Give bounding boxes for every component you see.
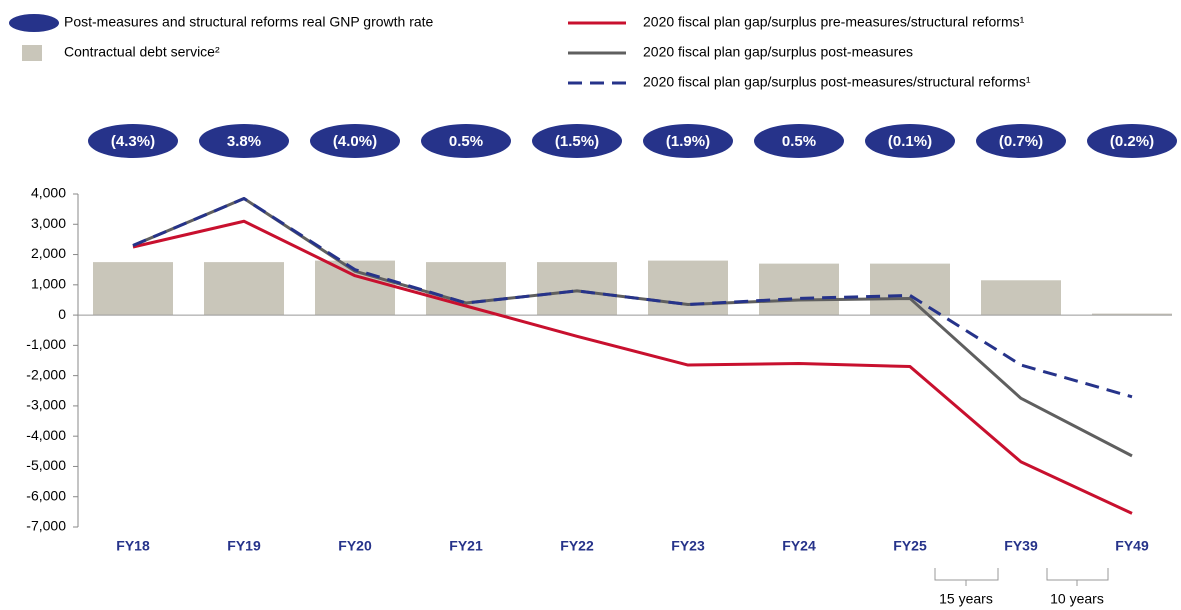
growth-label: 0.5% xyxy=(449,133,483,150)
growth-oval xyxy=(310,124,400,158)
growth-label: (1.9%) xyxy=(666,133,710,150)
growth-oval xyxy=(976,124,1066,158)
x-tick-label: FY25 xyxy=(893,538,927,554)
y-tick-label: -4,000 xyxy=(26,427,66,443)
growth-label: (0.2%) xyxy=(1110,133,1154,150)
bar xyxy=(93,262,173,316)
growth-label: (4.0%) xyxy=(333,133,377,150)
growth-oval xyxy=(754,124,844,158)
bar xyxy=(981,280,1061,316)
y-tick-label: 0 xyxy=(58,306,66,322)
growth-oval xyxy=(199,124,289,158)
growth-label: (0.1%) xyxy=(888,133,932,150)
growth-label: (0.7%) xyxy=(999,133,1043,150)
x-tick-label: FY23 xyxy=(671,538,705,554)
y-tick-label: 2,000 xyxy=(31,245,66,261)
x-tick-label: FY18 xyxy=(116,538,150,554)
x-tick-label: FY19 xyxy=(227,538,261,554)
line-series xyxy=(132,197,1133,399)
y-tick-label: -6,000 xyxy=(26,487,66,503)
annotation: 10 years xyxy=(1050,591,1104,607)
y-tick-label: -7,000 xyxy=(26,518,66,534)
x-tick-label: FY21 xyxy=(449,538,483,554)
growth-oval xyxy=(1087,124,1177,158)
bar xyxy=(204,262,284,316)
x-tick-label: FY22 xyxy=(560,538,594,554)
y-tick-label: 4,000 xyxy=(31,185,66,201)
bar xyxy=(759,263,839,316)
growth-label: 0.5% xyxy=(782,133,816,150)
growth-oval xyxy=(532,124,622,158)
bar xyxy=(648,260,728,316)
bracket xyxy=(1046,568,1109,586)
line-series xyxy=(132,197,1133,458)
bar xyxy=(870,263,950,316)
legend-label: Contractual debt service² xyxy=(64,44,220,60)
y-tick-label: -5,000 xyxy=(26,457,66,473)
legend-swatch xyxy=(22,45,42,61)
growth-label: (1.5%) xyxy=(555,133,599,150)
growth-label: (4.3%) xyxy=(111,133,155,150)
legend-swatch xyxy=(9,14,59,32)
growth-oval xyxy=(643,124,733,158)
line-series xyxy=(132,219,1133,515)
y-tick-label: -3,000 xyxy=(26,397,66,413)
x-tick-label: FY49 xyxy=(1115,538,1149,554)
annotation: 15 years xyxy=(939,591,993,607)
bracket xyxy=(934,568,999,586)
legend-label: Post-measures and structural reforms rea… xyxy=(64,14,434,30)
x-tick-label: FY39 xyxy=(1004,538,1038,554)
legend-label: 2020 fiscal plan gap/surplus post-measur… xyxy=(643,74,1031,90)
y-tick-label: -1,000 xyxy=(26,336,66,352)
bar xyxy=(1092,313,1172,316)
bar xyxy=(537,262,617,316)
y-tick-label: 3,000 xyxy=(31,215,66,231)
y-tick-label: 1,000 xyxy=(31,276,66,292)
legend-label: 2020 fiscal plan gap/surplus pre-measure… xyxy=(643,14,1025,30)
growth-oval xyxy=(421,124,511,158)
growth-oval xyxy=(865,124,955,158)
growth-oval xyxy=(88,124,178,158)
x-tick-label: FY24 xyxy=(782,538,816,554)
growth-label: 3.8% xyxy=(227,133,261,150)
brackets xyxy=(934,568,1109,586)
legend-label: 2020 fiscal plan gap/surplus post-measur… xyxy=(643,44,913,60)
x-tick-label: FY20 xyxy=(338,538,372,554)
y-tick-label: -2,000 xyxy=(26,366,66,382)
